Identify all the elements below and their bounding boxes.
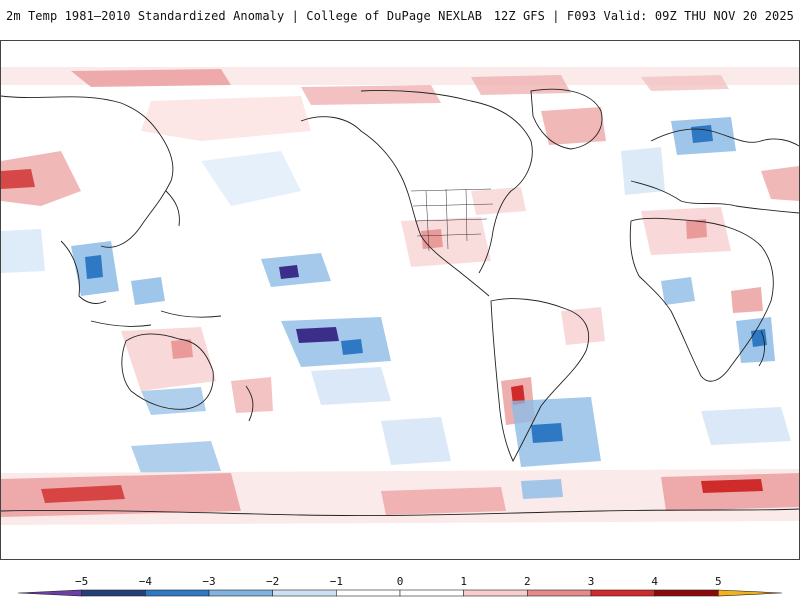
warm-canada <box>471 187 526 215</box>
arctic-warm-patch-2 <box>301 85 441 105</box>
legend-tick-label: 3 <box>588 575 595 588</box>
coast-madagascar <box>758 330 765 367</box>
coast-africa <box>629 217 774 382</box>
coast-new-zealand <box>245 385 254 422</box>
legend-swatch-4 <box>272 589 337 597</box>
warm-us <box>401 217 491 267</box>
cold-central-pacific-1-core <box>279 265 299 279</box>
anomaly-map-svg <box>1 67 799 525</box>
cold-south-atlantic-core <box>531 423 563 443</box>
legend-tick-label: 0 <box>397 575 404 588</box>
legend-tick-label: −2 <box>266 575 279 588</box>
coast-east-asia <box>1 95 174 248</box>
cold-central-pacific-2-core <box>296 327 339 343</box>
coast-south-america <box>490 298 590 463</box>
warm-new-zealand <box>231 377 273 413</box>
us-state-horizontals <box>410 188 494 237</box>
legend-swatch-9 <box>590 589 655 597</box>
warm-north-africa-core <box>686 219 707 239</box>
coast-antarctica <box>1 508 799 516</box>
cold-south-pacific <box>311 367 391 405</box>
legend-tick-label: −1 <box>330 575 343 588</box>
warm-antarctica-east-core <box>701 479 763 493</box>
cold-central-pacific-2-sub <box>341 339 363 355</box>
color-legend: −5 −4 −3 −2 −1 0 1 2 3 4 5 <box>0 568 800 600</box>
legend-tick-label: 2 <box>524 575 531 588</box>
coast-new-guinea <box>160 310 222 318</box>
cold-south-australia <box>141 387 206 415</box>
warm-east-asia-core <box>1 169 35 189</box>
anomaly-shading <box>1 67 799 525</box>
cold-southern-ocean-1 <box>131 441 221 473</box>
anomaly-map <box>0 40 800 560</box>
warm-us-southwest <box>421 229 443 249</box>
legend-tick-label: 1 <box>460 575 467 588</box>
us-state-verticals <box>425 188 468 252</box>
map-header: 2m Temp 1981–2010 Standardized Anomaly |… <box>0 0 800 40</box>
cold-indian-ocean <box>701 407 791 445</box>
warm-antarctica-central <box>381 487 506 515</box>
coast-greenland <box>530 88 603 150</box>
legend-tick-label: −4 <box>139 575 153 588</box>
coast-japan <box>165 190 180 227</box>
coast-north-america-north <box>360 90 533 274</box>
legend-swatch-5 <box>336 589 401 597</box>
warm-greenland <box>541 107 606 145</box>
warm-australia-core <box>171 339 193 359</box>
map-title: 2m Temp 1981–2010 Standardized Anomaly |… <box>6 9 483 23</box>
cold-central-pacific-2 <box>281 317 391 367</box>
legend-swatch-10 <box>654 589 719 597</box>
legend-swatch-6 <box>399 589 464 597</box>
warm-east-africa <box>731 287 763 313</box>
cold-north-pacific <box>201 151 301 206</box>
coast-indonesia <box>90 320 152 327</box>
legend-swatch-3 <box>208 589 273 597</box>
warm-north-pacific <box>141 96 311 141</box>
warm-argentina-core <box>511 385 525 405</box>
legend-tick-label: 5 <box>715 575 722 588</box>
legend-tick-label: 4 <box>651 575 658 588</box>
warm-eurasia-edge <box>761 166 799 201</box>
run-info: 12Z GFS | F093 Valid: 09Z THU NOV 20 202… <box>493 9 794 23</box>
legend-swatch-8 <box>527 589 592 597</box>
cold-scandinavia-core <box>691 125 713 143</box>
warm-antarctica-west-core <box>41 485 125 503</box>
cold-western-europe <box>621 147 665 195</box>
cold-west-africa <box>661 277 695 305</box>
legend-tick-label: −3 <box>202 575 215 588</box>
cold-madagascar-core <box>751 329 767 347</box>
coastlines <box>1 88 799 516</box>
coast-europe-north <box>650 128 799 147</box>
legend-swatch-7 <box>463 589 528 597</box>
coast-north-america-west <box>300 116 490 297</box>
coast-europe-south <box>630 180 799 214</box>
warm-east-asia <box>1 151 81 206</box>
arctic-warm-patch-4 <box>641 75 729 91</box>
cold-india <box>1 229 45 273</box>
legend-swatch-11 <box>718 589 783 597</box>
legend-tick-label: −5 <box>75 575 88 588</box>
cold-antarctica <box>521 479 563 499</box>
us-state-lines <box>410 188 494 252</box>
legend-swatch-1 <box>81 589 146 597</box>
legend-swatch-2 <box>145 589 210 597</box>
legend-svg: −5 −4 −3 −2 −1 0 1 2 3 4 5 <box>17 575 783 597</box>
cold-philippines <box>131 277 165 305</box>
coast-southeast-asia <box>60 240 107 304</box>
cold-southeast-asia-core <box>85 255 103 279</box>
coast-australia <box>121 333 214 410</box>
arctic-warm-patch-1 <box>71 69 231 87</box>
warm-brazil <box>561 307 605 345</box>
arctic-warm-patch-3 <box>471 75 571 95</box>
cold-southern-ocean-2 <box>381 417 451 465</box>
legend-swatch-0 <box>17 589 82 597</box>
warm-north-africa <box>641 207 731 255</box>
